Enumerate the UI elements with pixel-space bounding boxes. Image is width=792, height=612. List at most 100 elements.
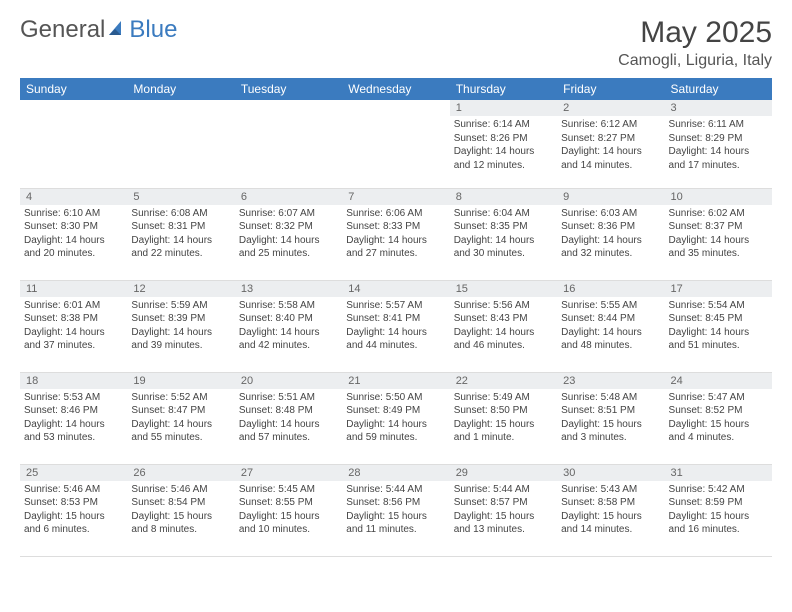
day-details: Sunrise: 5:57 AMSunset: 8:41 PMDaylight:… [342,299,449,357]
daylight-text: Daylight: 15 hours and 3 minutes. [561,418,660,445]
day-number: 18 [20,373,127,389]
day-number: 31 [665,465,772,481]
sunrise-text: Sunrise: 6:04 AM [454,207,553,221]
sunrise-text: Sunrise: 6:03 AM [561,207,660,221]
day-details: Sunrise: 6:02 AMSunset: 8:37 PMDaylight:… [665,207,772,265]
day-details: Sunrise: 6:04 AMSunset: 8:35 PMDaylight:… [450,207,557,265]
day-header: Friday [557,78,664,100]
calendar-cell: 25Sunrise: 5:46 AMSunset: 8:53 PMDayligh… [20,464,127,556]
calendar-cell: 8Sunrise: 6:04 AMSunset: 8:35 PMDaylight… [450,188,557,280]
logo-sail-icon [107,16,127,44]
sunset-text: Sunset: 8:26 PM [454,132,553,146]
sunset-text: Sunset: 8:29 PM [669,132,768,146]
day-details: Sunrise: 5:45 AMSunset: 8:55 PMDaylight:… [235,483,342,541]
sunrise-text: Sunrise: 6:11 AM [669,118,768,132]
daylight-text: Daylight: 14 hours and 46 minutes. [454,326,553,353]
sunset-text: Sunset: 8:53 PM [24,496,123,510]
day-details: Sunrise: 5:48 AMSunset: 8:51 PMDaylight:… [557,391,664,449]
sunset-text: Sunset: 8:56 PM [346,496,445,510]
sunset-text: Sunset: 8:33 PM [346,220,445,234]
day-details: Sunrise: 5:46 AMSunset: 8:54 PMDaylight:… [127,483,234,541]
day-number: 19 [127,373,234,389]
sunrise-text: Sunrise: 6:10 AM [24,207,123,221]
calendar-cell [127,100,234,188]
sunset-text: Sunset: 8:30 PM [24,220,123,234]
day-number: 7 [342,189,449,205]
daylight-text: Daylight: 14 hours and 53 minutes. [24,418,123,445]
daylight-text: Daylight: 14 hours and 25 minutes. [239,234,338,261]
logo-text-1: General [20,16,105,44]
day-number: 24 [665,373,772,389]
calendar-cell: 28 Sunrise: 5:44 AMSunset: 8:56 PMDayligh… [342,464,449,556]
day-details: Sunrise: 6:01 AMSunset: 8:38 PMDaylight:… [20,299,127,357]
day-details: Sunrise: 6:10 AMSunset: 8:30 PMDaylight:… [20,207,127,265]
sunset-text: Sunset: 8:47 PM [131,404,230,418]
sunrise-text: Sunrise: 5:54 AM [669,299,768,313]
calendar-cell: 29Sunrise: 5:44 AMSunset: 8:57 PMDayligh… [450,464,557,556]
day-details: Sunrise: 6:06 AMSunset: 8:33 PMDaylight:… [342,207,449,265]
sunrise-text: Sunrise: 5:48 AM [561,391,660,405]
calendar-cell [235,100,342,188]
sunset-text: Sunset: 8:37 PM [669,220,768,234]
sunrise-text: Sunrise: 6:06 AM [346,207,445,221]
day-number: 9 [557,189,664,205]
day-details: Sunrise: 5:54 AMSunset: 8:45 PMDaylight:… [665,299,772,357]
sunrise-text: Sunrise: 5:56 AM [454,299,553,313]
sunset-text: Sunset: 8:35 PM [454,220,553,234]
sunset-text: Sunset: 8:57 PM [454,496,553,510]
sunrise-text: Sunrise: 5:57 AM [346,299,445,313]
daylight-text: Daylight: 14 hours and 20 minutes. [24,234,123,261]
calendar-cell: 2Sunrise: 6:12 AMSunset: 8:27 PMDaylight… [557,100,664,188]
day-number: 26 [127,465,234,481]
day-number: 28 [342,465,449,481]
calendar-cell: 1Sunrise: 6:14 AMSunset: 8:26 PMDaylight… [450,100,557,188]
calendar-cell: 18 Sunrise: 5:53 AMSunset: 8:46 PMDayligh… [20,372,127,464]
sunset-text: Sunset: 8:54 PM [131,496,230,510]
sunset-text: Sunset: 8:55 PM [239,496,338,510]
sunset-text: Sunset: 8:59 PM [669,496,768,510]
sunset-text: Sunset: 8:41 PM [346,312,445,326]
sunrise-text: Sunrise: 5:43 AM [561,483,660,497]
daylight-text: Daylight: 14 hours and 12 minutes. [454,145,553,172]
calendar-cell: 14Sunrise: 5:57 AMSunset: 8:41 PMDayligh… [342,280,449,372]
logo: GeneralBlue [20,16,177,44]
sunrise-text: Sunrise: 5:44 AM [454,483,553,497]
calendar-cell: 27 Sunrise: 5:45 AMSunset: 8:55 PMDayligh… [235,464,342,556]
day-number: 13 [235,281,342,297]
day-header: Wednesday [342,78,449,100]
daylight-text: Daylight: 14 hours and 27 minutes. [346,234,445,261]
day-header: Sunday [20,78,127,100]
daylight-text: Daylight: 15 hours and 16 minutes. [669,510,768,537]
calendar-cell: 31Sunrise: 5:42 AMSunset: 8:59 PMDayligh… [665,464,772,556]
day-number: 20 [235,373,342,389]
day-number: 27 [235,465,342,481]
calendar-cell: 9Sunrise: 6:03 AMSunset: 8:36 PMDaylight… [557,188,664,280]
calendar-cell: 26 Sunrise: 5:46 AMSunset: 8:54 PMDayligh… [127,464,234,556]
calendar-cell: 10Sunrise: 6:02 AMSunset: 8:37 PMDayligh… [665,188,772,280]
daylight-text: Daylight: 15 hours and 11 minutes. [346,510,445,537]
calendar-week-row: 18 Sunrise: 5:53 AMSunset: 8:46 PMDayligh… [20,372,772,464]
daylight-text: Daylight: 15 hours and 8 minutes. [131,510,230,537]
day-details: Sunrise: 5:44 AMSunset: 8:56 PMDaylight:… [342,483,449,541]
sunset-text: Sunset: 8:38 PM [24,312,123,326]
day-details: Sunrise: 5:59 AMSunset: 8:39 PMDaylight:… [127,299,234,357]
sunset-text: Sunset: 8:31 PM [131,220,230,234]
day-number: 1 [450,100,557,116]
calendar-week-row: 11Sunrise: 6:01 AMSunset: 8:38 PMDayligh… [20,280,772,372]
day-details: Sunrise: 6:07 AMSunset: 8:32 PMDaylight:… [235,207,342,265]
day-number: 11 [20,281,127,297]
day-details: Sunrise: 5:56 AMSunset: 8:43 PMDaylight:… [450,299,557,357]
daylight-text: Daylight: 14 hours and 30 minutes. [454,234,553,261]
sunrise-text: Sunrise: 5:50 AM [346,391,445,405]
calendar-cell: 23 Sunrise: 5:48 AMSunset: 8:51 PMDayligh… [557,372,664,464]
day-number: 23 [557,373,664,389]
sunrise-text: Sunrise: 5:52 AM [131,391,230,405]
sunrise-text: Sunrise: 6:08 AM [131,207,230,221]
calendar-cell: 4Sunrise: 6:10 AMSunset: 8:30 PMDaylight… [20,188,127,280]
sunrise-text: Sunrise: 5:46 AM [24,483,123,497]
sunrise-text: Sunrise: 6:01 AM [24,299,123,313]
daylight-text: Daylight: 14 hours and 35 minutes. [669,234,768,261]
daylight-text: Daylight: 14 hours and 51 minutes. [669,326,768,353]
sunrise-text: Sunrise: 5:58 AM [239,299,338,313]
day-details: Sunrise: 5:53 AMSunset: 8:46 PMDaylight:… [20,391,127,449]
